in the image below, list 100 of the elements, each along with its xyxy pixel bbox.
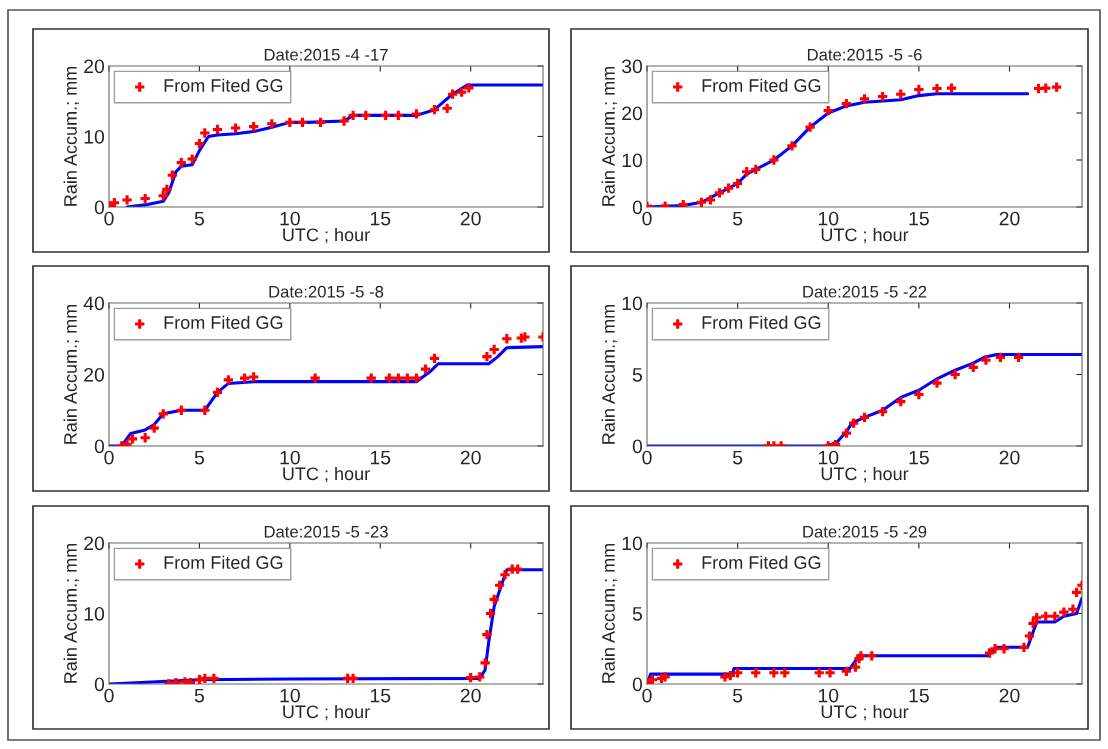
y-tick-label: 0 [632,677,643,692]
point [494,580,505,590]
point [932,83,942,94]
point [732,178,743,189]
point [647,675,658,684]
point [223,375,234,385]
x-axis-title: UTC ; hour [821,227,909,244]
x-tick-label: 15 [909,211,929,226]
point [1051,82,1062,92]
point [859,94,870,104]
point [850,662,861,672]
point [723,183,734,193]
point [411,373,422,383]
point [384,373,394,383]
x-tick-label: 15 [370,688,391,703]
y-axis-title: Rain Accum.; mm [601,543,617,683]
point [1024,631,1035,641]
y-tick-label: 0 [94,677,105,692]
point [489,344,499,355]
legend-label: From Fited GG [164,78,283,92]
y-tick-label: 0 [632,200,643,215]
point [513,564,523,574]
x-axis-title: UTC ; hour [283,466,370,483]
x-tick-label: 20 [460,688,481,703]
point [769,668,779,678]
point [999,644,1009,654]
y-axis-title: Rain Accum.; mm [601,66,617,206]
y-tick-label: 10 [84,129,105,144]
point [149,423,159,433]
point [932,378,942,388]
point [914,84,924,95]
point [167,170,177,180]
y-tick-label: 20 [84,59,105,74]
chart-title: Date:2015 -4 -17 [264,48,388,61]
y-tick-label: 10 [622,296,643,311]
legend-label: From Fited GG [164,315,283,329]
point [482,351,492,362]
point [848,418,859,428]
x-axis-title: UTC ; hour [821,466,909,483]
point [475,672,485,682]
point [239,373,250,383]
x-axis-title: UTC ; hour [821,704,909,721]
point [122,195,132,205]
point [249,372,259,382]
point [212,124,223,135]
x-axis-title: UTC ; hour [283,704,370,721]
point [1041,611,1051,621]
point [127,434,138,444]
x-tick-label: 15 [370,211,391,226]
x-tick-label: 20 [460,450,481,465]
y-tick-label: 0 [94,200,105,215]
point [1050,611,1060,621]
point [176,157,186,168]
point [859,412,870,423]
y-axis-title: Rain Accum.; mm [601,304,617,444]
point [1019,642,1029,652]
point [158,191,168,201]
point [914,389,924,400]
x-tick-label: 5 [733,688,743,703]
point [705,195,716,205]
point [732,668,743,678]
point [366,373,376,383]
y-tick-label: 10 [622,153,643,168]
point [1013,352,1024,362]
point [500,570,510,580]
point [984,648,995,658]
point [200,673,210,684]
x-tick-label: 20 [999,688,1020,703]
point [877,407,888,417]
y-tick-label: 30 [621,59,643,74]
x-tick-label: 5 [194,688,205,703]
y-axis-title: Rain Accum.; mm [63,543,79,683]
point [896,89,906,99]
point [995,352,1006,362]
y-tick-label: 20 [84,367,105,382]
point [950,369,960,380]
x-tick-label: 5 [194,211,205,226]
point [158,409,168,419]
point [990,644,1000,654]
point [393,373,403,383]
point [393,110,403,121]
point [348,673,358,684]
y-axis-title: Rain Accum.; mm [63,66,79,206]
point [714,188,725,198]
point [420,364,431,374]
x-tick-label: 15 [370,450,391,465]
point [109,198,120,207]
point [162,184,172,195]
point [315,117,326,128]
point [1071,587,1082,598]
point [751,668,761,678]
point [780,668,790,678]
x-tick-label: 5 [733,211,743,226]
y-axis-title: Rain Accum.; mm [63,304,79,444]
point [968,362,978,373]
point [194,138,205,149]
point [981,355,991,365]
legend-label: From Fited GG [164,555,283,569]
point [841,428,852,438]
y-tick-label: 20 [622,106,643,121]
